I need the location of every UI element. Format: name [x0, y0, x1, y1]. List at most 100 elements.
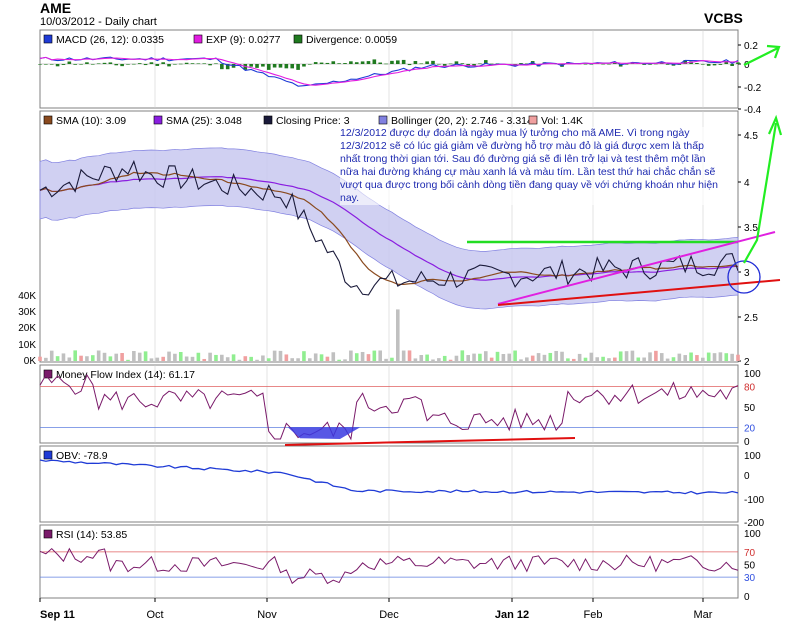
volume-bar: [143, 351, 148, 361]
x-tick-label-3: Dec: [379, 609, 399, 621]
macd-divergence-bar: [437, 63, 441, 65]
macd-divergence-bar: [225, 64, 230, 70]
macd-divergence-bar: [613, 62, 617, 64]
macd-divergence-bar: [79, 64, 83, 65]
volume-bar: [126, 359, 130, 361]
macd-divergence-bar: [683, 60, 688, 64]
volume-bar: [460, 350, 465, 361]
volume-bar: [618, 351, 623, 361]
volume-bar: [601, 356, 605, 361]
volume-bar: [61, 353, 66, 361]
legend-label-price-0: SMA (10): 3.09: [56, 115, 126, 127]
forecast-arrowhead: [767, 114, 783, 136]
macd-divergence-bar: [407, 64, 412, 66]
macd-divergence-bar: [712, 64, 717, 66]
volume-bar: [261, 355, 265, 361]
volume-bar: [132, 351, 136, 361]
legend-swatch: [528, 115, 538, 125]
obv-tick-label: -100: [744, 495, 764, 506]
macd-divergence-bar: [525, 63, 529, 65]
rsi-tick-label: 70: [744, 548, 756, 559]
volume-bar: [489, 357, 494, 361]
volume-bar: [290, 358, 295, 361]
volume-bar: [79, 355, 83, 361]
macd-divergence-bar: [249, 64, 253, 67]
macd-divergence-bar: [390, 60, 394, 64]
macd-divergence-bar: [114, 64, 119, 66]
legend-label-mfi-0: Money Flow Index (14): 61.17: [56, 369, 195, 381]
volume-bar: [431, 359, 435, 361]
legend-swatch: [43, 450, 53, 460]
macd-divergence-bar: [354, 62, 359, 64]
volume-bar: [689, 352, 693, 361]
legend-label-rsi-0: RSI (14): 53.85: [56, 529, 127, 541]
macd-divergence-bar: [648, 64, 652, 65]
mfi-oversold-fill: [288, 427, 360, 439]
macd-divergence-bar: [266, 64, 271, 70]
volume-bar: [55, 356, 60, 361]
macd-divergence-bar: [384, 63, 388, 65]
forecast-arrow: [743, 122, 778, 264]
volume-bar: [255, 359, 259, 361]
volume-bar: [313, 353, 318, 361]
macd-divergence-bar: [325, 62, 330, 64]
price-tick-label: 4.5: [744, 131, 758, 142]
volume-bar: [542, 354, 547, 361]
volume-tick-label: 30K: [18, 307, 36, 318]
volume-bar: [425, 354, 429, 361]
volume-bar: [102, 352, 107, 361]
volume-bar: [671, 357, 676, 361]
mfi-tick-label: 20: [744, 423, 756, 434]
macd-tick-label: -0.4: [744, 105, 762, 116]
macd-divergence-bar: [724, 61, 729, 64]
volume-bar: [149, 358, 154, 361]
macd-divergence-bar: [319, 62, 324, 64]
volume-bar: [636, 357, 641, 361]
volume-bar: [266, 358, 271, 361]
volume-bar: [302, 351, 306, 361]
macd-divergence-bar: [624, 64, 629, 65]
x-tick-label-1: Oct: [146, 609, 163, 621]
mfi-tick-label: 100: [744, 369, 761, 380]
macd-divergence-bar: [214, 63, 218, 64]
macd-divergence-bar: [378, 62, 383, 64]
macd-divergence-bar: [313, 62, 318, 64]
macd-divergence-bar: [143, 64, 148, 66]
macd-tick-label: -0.2: [744, 83, 762, 94]
macd-divergence-bar: [208, 64, 212, 66]
legend-swatch: [43, 115, 53, 125]
macd-divergence-bar: [85, 62, 89, 64]
rsi-tick-label: 100: [744, 529, 761, 540]
legend-label-macd-2: Divergence: 0.0059: [306, 34, 397, 46]
macd-tick-label: 0: [744, 60, 750, 71]
volume-bar: [237, 359, 242, 361]
volume-bar: [566, 358, 570, 361]
macd-divergence-bar: [173, 63, 177, 65]
macd-divergence-bar: [448, 63, 453, 65]
macd-divergence-bar: [472, 64, 476, 66]
legend-swatch: [378, 115, 388, 125]
volume-bar: [155, 357, 160, 361]
volume-bar: [231, 354, 236, 361]
volume-bar: [49, 350, 54, 361]
macd-divergence-bar: [126, 64, 130, 65]
legend-label-macd-1: EXP (9): 0.0277: [206, 34, 281, 46]
volume-bar: [120, 353, 124, 361]
macd-divergence-bar: [90, 64, 95, 65]
legend-swatch: [193, 34, 203, 44]
volume-bar: [178, 351, 183, 361]
volume-bar: [624, 351, 629, 361]
volume-bar: [442, 355, 447, 361]
macd-forecast-arrowhead: [766, 44, 781, 59]
macd-divergence-bar: [695, 62, 699, 64]
legend-swatch: [43, 529, 53, 539]
legend-label-price-4: Vol: 1.4K: [541, 115, 583, 127]
macd-divergence-bar: [67, 61, 72, 64]
volume-bar: [472, 353, 476, 361]
volume-bar: [331, 352, 336, 361]
macd-divergence-bar: [137, 63, 142, 64]
volume-bar: [706, 352, 711, 361]
volume-bar: [501, 354, 506, 361]
